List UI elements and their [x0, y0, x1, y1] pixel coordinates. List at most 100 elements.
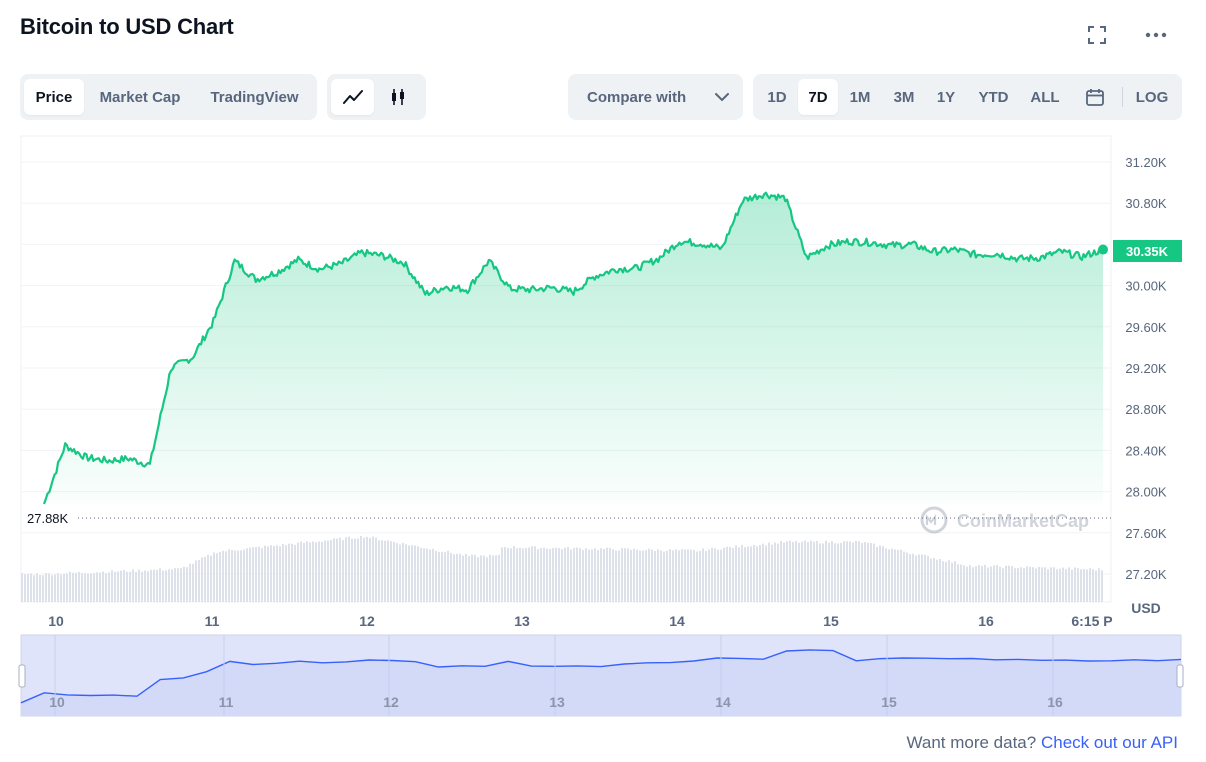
volume-bar — [690, 549, 692, 602]
volume-bar — [594, 548, 596, 602]
current-price-label: 30.35K — [1126, 244, 1169, 259]
volume-bar — [69, 571, 71, 602]
volume-bar — [1044, 567, 1046, 602]
volume-bar — [870, 543, 872, 602]
volume-bar — [858, 541, 860, 602]
api-link[interactable]: Check out our API — [1040, 733, 1178, 752]
volume-bar — [495, 555, 497, 602]
range-navigator[interactable]: 10 11 12 13 14 15 16 — [18, 634, 1184, 717]
volume-bar — [363, 537, 365, 602]
line-chart-button[interactable] — [331, 79, 374, 115]
plot-frame — [20, 135, 1112, 603]
volume-bar — [669, 549, 671, 602]
volume-bar — [348, 536, 350, 602]
compare-with-label: Compare with — [587, 88, 687, 106]
tab-market-cap[interactable]: Market Cap — [99, 88, 181, 106]
volume-bar — [732, 547, 734, 602]
y-tick-label: 28.00K — [1125, 485, 1167, 500]
tab-price[interactable]: Price — [24, 79, 84, 115]
volume-bar — [384, 540, 386, 602]
volume-bar — [165, 570, 167, 602]
volume-bar — [1035, 568, 1037, 602]
volume-bar — [1071, 569, 1073, 602]
volume-bar — [246, 548, 248, 602]
volume-bar — [786, 541, 788, 602]
volume-bar — [753, 545, 755, 602]
volume-bar — [603, 548, 605, 602]
volume-bar — [153, 569, 155, 602]
volume-bar — [651, 549, 653, 602]
volume-bar — [1020, 567, 1022, 602]
y-tick-label: 29.60K — [1125, 320, 1167, 335]
volume-bar — [483, 555, 485, 602]
volume-bar — [33, 575, 35, 602]
volume-bar — [624, 548, 626, 602]
current-price-dot — [1098, 244, 1108, 255]
volume-bar — [222, 550, 224, 602]
volume-bar — [1053, 567, 1055, 602]
x-tick-label: 10 — [48, 613, 64, 629]
volume-bar — [1047, 569, 1049, 602]
volume-bar — [24, 574, 26, 602]
volume-bar — [171, 569, 173, 602]
volume-bar — [1017, 567, 1019, 602]
volume-bar — [936, 559, 938, 602]
range-1d[interactable]: 1D — [767, 88, 787, 106]
volume-bar — [531, 546, 533, 602]
volume-bar — [333, 538, 335, 602]
volume-bar — [849, 541, 851, 602]
range-all[interactable]: ALL — [1030, 88, 1060, 106]
candlestick-button[interactable] — [374, 79, 422, 115]
volume-bar — [783, 542, 785, 602]
volume-bar — [681, 549, 683, 602]
log-scale-toggle[interactable]: LOG — [1135, 88, 1169, 106]
y-tick-label: 27.20K — [1125, 567, 1167, 582]
range-3m[interactable]: 3M — [893, 88, 915, 106]
volume-bar — [513, 546, 515, 602]
volume-bar — [438, 551, 440, 602]
range-7d[interactable]: 7D — [798, 79, 838, 115]
volume-bar — [471, 554, 473, 602]
x-tick-label: 14 — [669, 613, 685, 629]
navigator-handle-left[interactable] — [18, 664, 26, 688]
volume-bar — [336, 538, 338, 602]
price-line — [42, 191, 1104, 505]
x-tick-label: 6:15 P — [1071, 613, 1112, 629]
range-ytd[interactable]: YTD — [978, 88, 1009, 106]
volume-bar — [123, 569, 125, 602]
volume-bar — [990, 566, 992, 602]
volume-bar — [597, 549, 599, 602]
volume-bar — [453, 554, 455, 602]
volume-bar — [135, 571, 137, 602]
watermark-text: CoinMarketCap — [957, 511, 1089, 531]
volume-bar — [480, 555, 482, 602]
volume-bar — [933, 558, 935, 602]
range-1y[interactable]: 1Y — [936, 88, 956, 106]
volume-bar — [105, 573, 107, 602]
volume-bar — [768, 542, 770, 602]
volume-bar — [963, 565, 965, 602]
volume-bar — [567, 546, 569, 602]
calendar-button[interactable] — [1075, 79, 1115, 115]
range-1m[interactable]: 1M — [849, 88, 871, 106]
volume-bar — [1086, 569, 1088, 602]
volume-bar — [918, 554, 920, 602]
volume-bar — [126, 571, 128, 602]
price-area — [44, 192, 1103, 504]
more-dots-icon[interactable] — [1143, 22, 1169, 48]
volume-bar — [81, 573, 83, 602]
volume-bar — [189, 563, 191, 602]
navigator-handle-right[interactable] — [1176, 664, 1184, 688]
volume-bar — [822, 543, 824, 602]
volume-bar — [177, 568, 179, 602]
fullscreen-icon[interactable] — [1084, 22, 1110, 48]
compare-with-dropdown[interactable]: Compare with — [568, 74, 743, 120]
volume-bar — [252, 547, 254, 602]
volume-bar — [459, 553, 461, 602]
volume-bar — [630, 549, 632, 602]
volume-bar — [1011, 566, 1013, 602]
volume-bar — [432, 548, 434, 602]
tab-tradingview[interactable]: TradingView — [210, 88, 299, 106]
volume-bar — [927, 555, 929, 602]
volume-bar — [198, 559, 200, 602]
